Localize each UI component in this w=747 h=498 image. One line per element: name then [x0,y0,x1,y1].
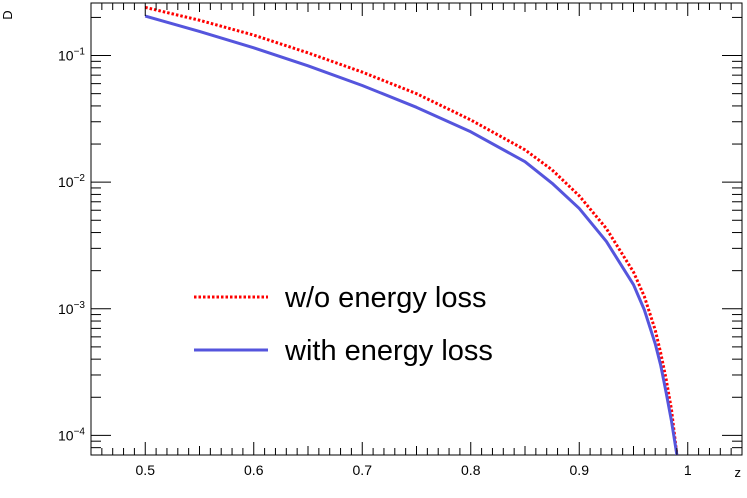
x-tick-label: 0.6 [244,462,264,478]
plot-frame [90,2,743,456]
y-tick-label: 10−2 [58,173,85,190]
series-line-with-energy-loss [144,14,679,455]
y-tick-label: 10−3 [58,300,85,317]
legend-label-with-energy-loss: with energy loss [284,335,493,367]
x-axis-title: z [735,465,742,480]
x-tick-label: 0.7 [353,462,373,478]
y-tick-label: 10−4 [58,426,85,443]
x-tick-label: 0.8 [461,462,481,478]
legend-label-without-energy-loss: w/o energy loss [284,282,487,314]
x-tick-label: 1 [684,462,692,478]
x-tick-label: 0.9 [570,462,590,478]
x-tick-label: 0.5 [136,462,156,478]
y-axis-title: D [0,10,15,19]
series-line-without-energy-loss [144,5,679,455]
y-tick-label: 10−1 [58,47,85,64]
